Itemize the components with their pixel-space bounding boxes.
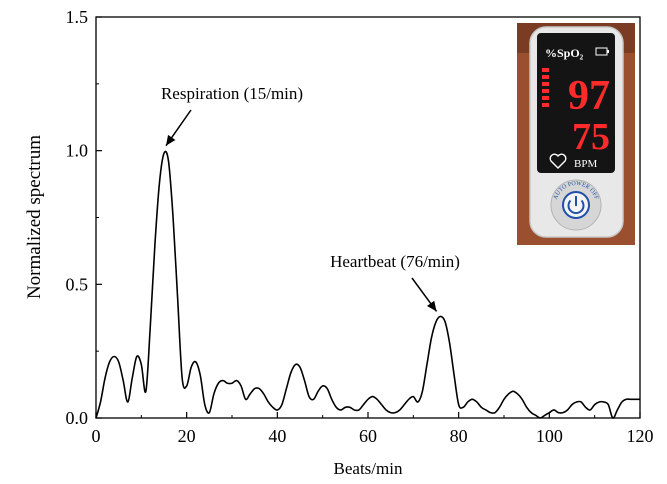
x-axis-ticks: 0 20 40 60 80 100 120: [92, 412, 654, 446]
bpm-label: BPM: [574, 158, 597, 170]
annotation-arrowhead: [426, 300, 437, 312]
x-tick-label: 60: [359, 426, 377, 446]
x-tick-label: 80: [450, 426, 468, 446]
x-tick-label: 120: [627, 426, 654, 446]
x-tick-label: 0: [92, 426, 101, 446]
spo2-value: 97: [568, 73, 610, 119]
annotation-layer: Respiration (15/min) Heartbeat (76/min): [161, 84, 460, 312]
y-tick-label: 1.0: [66, 141, 89, 161]
x-tick-label: 20: [178, 426, 196, 446]
signal-bar-graph: [542, 68, 549, 107]
annotation-label: Respiration (15/min): [161, 84, 303, 103]
y-tick-label: 1.5: [66, 7, 89, 27]
annotation-label: Heartbeat (76/min): [330, 252, 460, 271]
heart-icon: [549, 153, 567, 169]
x-tick-label: 40: [268, 426, 286, 446]
series-layer: [95, 150, 640, 419]
y-axis-label: Normalized spectrum: [24, 135, 45, 299]
oximeter-screen: [537, 33, 615, 173]
y-tick-label: 0.5: [66, 274, 89, 294]
x-tick-label: 100: [536, 426, 563, 446]
x-axis-label: Beats/min: [334, 459, 403, 478]
power-icon: [567, 196, 585, 215]
annotation-arrowhead: [166, 134, 176, 146]
y-axis-ticks: 0.0 0.5 1.0 1.5: [66, 7, 102, 428]
oximeter-photo: %SpO₂ 97 75 BPM: [517, 23, 635, 245]
battery-icon: [595, 47, 609, 56]
power-button[interactable]: AUTO POWER OFF: [550, 179, 602, 231]
spo2-label: %SpO₂: [545, 46, 584, 60]
spectrum-line: [95, 150, 640, 419]
y-tick-label: 0.0: [66, 408, 89, 428]
pulse-value: 75: [572, 116, 610, 158]
